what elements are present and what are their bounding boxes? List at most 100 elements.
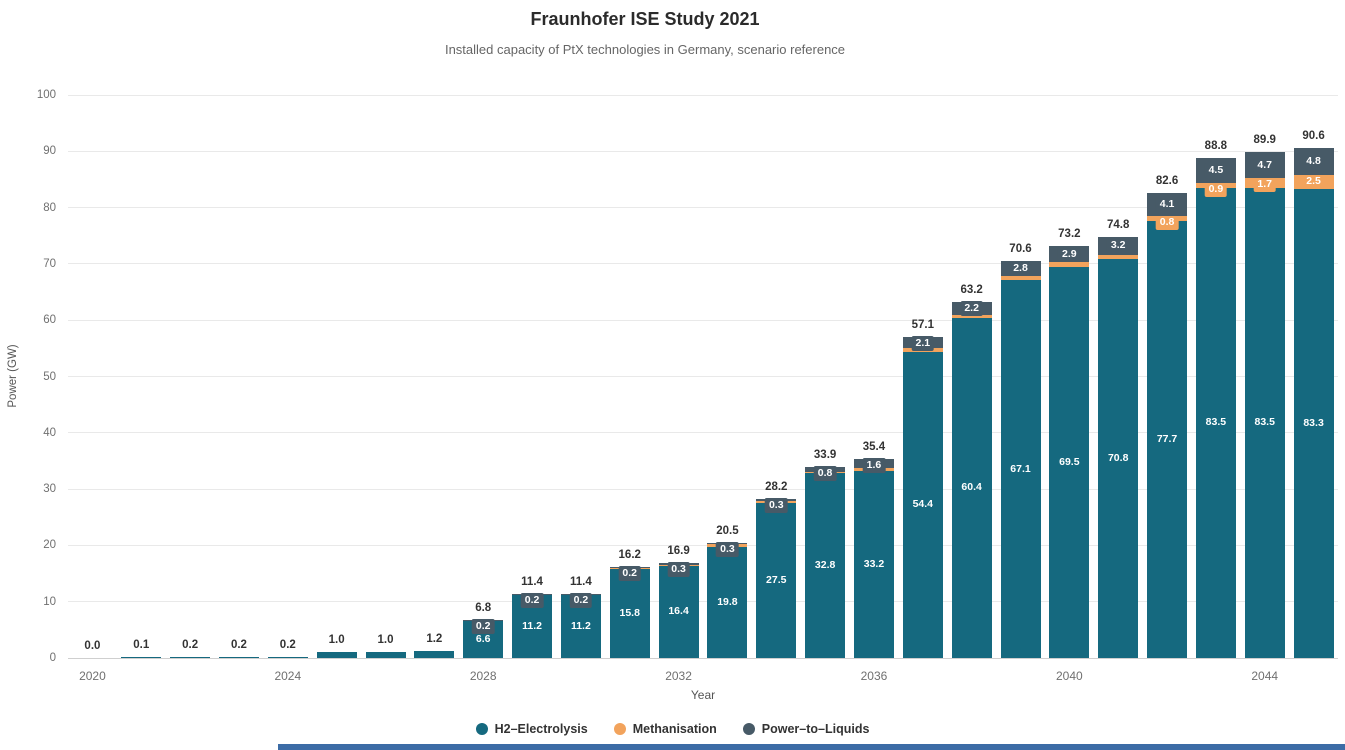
segment-label-ptl: 0.8 xyxy=(813,466,837,482)
segment-label-h2: 16.4 xyxy=(668,605,689,618)
bar-total-label: 57.1 xyxy=(911,318,934,331)
segment-label-h2: 15.8 xyxy=(619,607,640,620)
segment-label-ptl: 4.1 xyxy=(1155,197,1179,213)
bar-segment-h2[interactable] xyxy=(170,656,211,658)
horizontal-scrollbar-thumb[interactable] xyxy=(278,744,1345,750)
legend-label: Methanisation xyxy=(632,722,717,736)
segment-label-h2: 33.2 xyxy=(863,558,885,571)
bar-total-label: 6.8 xyxy=(475,601,492,614)
bar-segment-h2[interactable] xyxy=(121,657,162,658)
segment-label-h2: 19.8 xyxy=(717,595,738,608)
gridline xyxy=(68,150,1338,152)
legend-item[interactable]: Methanisation xyxy=(613,722,717,736)
segment-label-ptl: 4.5 xyxy=(1204,162,1228,178)
bar-total-label: 0.1 xyxy=(133,639,150,652)
bar-segment-methanisation[interactable] xyxy=(1098,254,1139,260)
x-tick-label: 2036 xyxy=(860,669,888,683)
bar-segment-h2[interactable] xyxy=(805,473,846,658)
bar-segment-h2[interactable] xyxy=(1293,189,1334,658)
x-tick-label: 2044 xyxy=(1251,669,1279,683)
segment-label-h2: 60.4 xyxy=(961,481,982,494)
segment-label-ptl: 3.2 xyxy=(1106,238,1130,254)
legend-label: H2–Electrolysis xyxy=(494,722,588,736)
segment-label-h2: 70.8 xyxy=(1107,452,1129,465)
legend: H2–Electrolysis Methanisation Power–to–Liq… xyxy=(0,722,1345,736)
x-tick-label: 2032 xyxy=(665,669,692,683)
segment-label-h2: 83.5 xyxy=(1205,416,1227,429)
segment-label-ptl: 0.3 xyxy=(667,561,690,577)
y-tick-label: 50 xyxy=(43,370,56,383)
bar-segment-h2[interactable] xyxy=(658,565,699,658)
y-tick-label: 80 xyxy=(43,201,56,214)
bar-total-label: 0.2 xyxy=(182,638,199,651)
segment-label-h2: 27.5 xyxy=(766,574,787,587)
bar-segment-h2[interactable] xyxy=(1244,187,1285,658)
bar-total-label: 1.2 xyxy=(426,633,443,646)
bar-total-label: 90.6 xyxy=(1302,129,1325,142)
plot-area: 0.0 0.1 0.2 0.2 0.2 1.0 1.0 1.2 6.6 0.2 6.8 11.2 0.2… xyxy=(68,94,1338,659)
bar-total-label: 16.9 xyxy=(667,544,690,557)
segment-label-ptl: 2.9 xyxy=(1058,246,1081,262)
bar-total-label: 82.6 xyxy=(1155,174,1179,187)
bar-segment-h2[interactable] xyxy=(1147,220,1188,658)
y-tick-label: 10 xyxy=(43,595,56,608)
bar-segment-h2[interactable] xyxy=(1098,259,1139,658)
legend-marker xyxy=(475,723,488,735)
segment-label-methanisation: 0.9 xyxy=(1204,181,1228,197)
bar-segment-h2[interactable] xyxy=(316,652,357,658)
legend-label: Power–to–Liquids xyxy=(761,722,870,736)
segment-label-h2: 11.2 xyxy=(522,619,542,632)
segment-label-methanisation: 1.7 xyxy=(1253,177,1277,193)
bar-segment-h2[interactable] xyxy=(414,651,455,658)
bar-segment-h2[interactable] xyxy=(218,656,259,658)
bar-segment-h2[interactable] xyxy=(365,652,406,658)
bar-total-label: 89.9 xyxy=(1253,133,1276,146)
bar-total-label: 16.2 xyxy=(618,548,641,561)
bar-total-label: 11.4 xyxy=(570,575,592,588)
segment-label-ptl: 2.8 xyxy=(1009,260,1032,276)
bar-segment-methanisation[interactable] xyxy=(951,314,992,318)
bar-segment-h2[interactable] xyxy=(1049,266,1090,658)
bar-total-label: 73.2 xyxy=(1058,227,1081,240)
chart-subtitle: Installed capacity of PtX technologies i… xyxy=(444,42,846,57)
bar-segment-h2[interactable] xyxy=(707,546,748,658)
segment-label-methanisation: 2.5 xyxy=(1302,174,1325,190)
y-tick-label: 30 xyxy=(43,483,56,496)
bar-segment-h2[interactable] xyxy=(951,317,992,658)
y-tick-label: 90 xyxy=(43,145,56,158)
legend-item[interactable]: Power–to–Liquids xyxy=(742,722,870,736)
segment-label-ptl: 4.8 xyxy=(1302,153,1325,169)
bar-segment-h2[interactable] xyxy=(902,351,943,658)
segment-label-ptl: 0.2 xyxy=(618,565,642,581)
gridline xyxy=(68,263,1338,265)
bar-segment-h2[interactable] xyxy=(267,656,308,658)
segment-label-h2: 54.4 xyxy=(912,498,934,511)
segment-label-h2: 83.3 xyxy=(1303,417,1324,430)
bar-segment-h2[interactable] xyxy=(1195,187,1236,658)
segment-label-h2: 32.8 xyxy=(814,559,836,572)
segment-label-h2: 11.2 xyxy=(570,619,591,632)
bar-total-label: 0.0 xyxy=(84,640,101,652)
bar-total-label: 11.4 xyxy=(521,575,543,588)
bar-segment-methanisation[interactable] xyxy=(1000,276,1041,281)
legend-marker xyxy=(742,723,755,735)
bar-segment-h2[interactable] xyxy=(853,471,894,658)
segment-label-ptl: 2.1 xyxy=(911,335,935,351)
segment-label-ptl: 0.2 xyxy=(569,592,593,608)
x-tick-label: 2040 xyxy=(1055,669,1083,683)
bar-segment-h2[interactable] xyxy=(756,503,797,658)
bar-segment-methanisation[interactable] xyxy=(1049,262,1090,267)
y-tick-label: 40 xyxy=(43,426,56,439)
segment-label-ptl: 4.7 xyxy=(1253,157,1277,173)
bar-segment-h2[interactable] xyxy=(1000,280,1041,658)
bar-segment-h2[interactable] xyxy=(609,569,650,658)
bar-total-label: 20.5 xyxy=(716,524,739,537)
x-tick-label: 2028 xyxy=(469,669,497,683)
bar-total-label: 35.4 xyxy=(862,440,886,453)
segment-label-h2: 6.6 xyxy=(475,632,491,645)
bar-total-label: 1.0 xyxy=(328,634,345,647)
bar-total-label: 28.2 xyxy=(765,481,788,494)
legend-item[interactable]: H2–Electrolysis xyxy=(475,722,588,736)
gridline xyxy=(68,319,1338,321)
